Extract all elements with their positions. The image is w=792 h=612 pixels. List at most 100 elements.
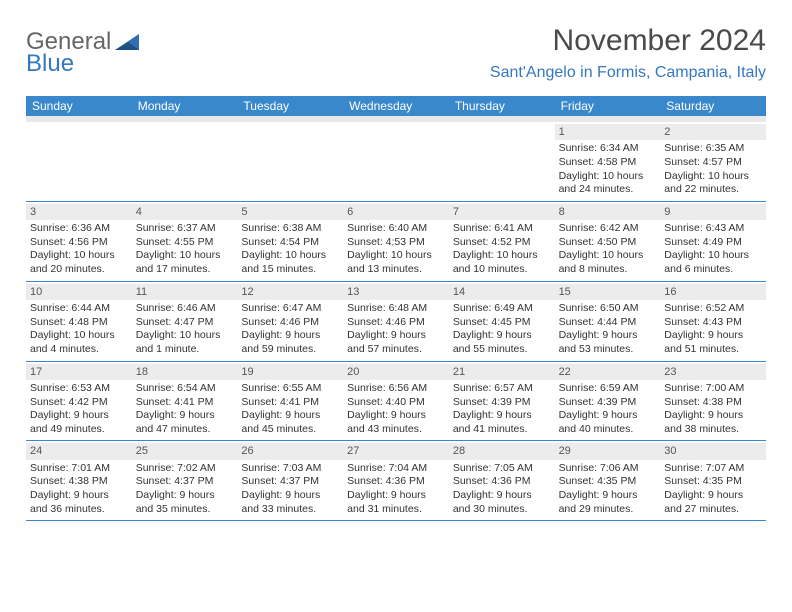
daylight-line: Daylight: 10 hours and 8 minutes.	[559, 249, 657, 276]
sunrise-line: Sunrise: 6:35 AM	[664, 142, 762, 156]
sunrise-line: Sunrise: 7:01 AM	[30, 462, 128, 476]
day-details: Sunrise: 6:42 AMSunset: 4:50 PMDaylight:…	[559, 222, 657, 277]
sunrise-line: Sunrise: 7:07 AM	[664, 462, 762, 476]
sunrise-line: Sunrise: 6:55 AM	[241, 382, 339, 396]
day-cell: 23Sunrise: 7:00 AMSunset: 4:38 PMDayligh…	[660, 362, 766, 441]
sunrise-line: Sunrise: 6:57 AM	[453, 382, 551, 396]
daylight-line: Daylight: 10 hours and 17 minutes.	[136, 249, 234, 276]
logo-word-2: Blue	[26, 52, 111, 76]
day-details: Sunrise: 6:38 AMSunset: 4:54 PMDaylight:…	[241, 222, 339, 277]
weekday-header: Saturday	[660, 96, 766, 116]
day-number: 24	[26, 443, 132, 459]
sunset-line: Sunset: 4:41 PM	[241, 396, 339, 410]
day-number: 15	[555, 284, 661, 300]
sunrise-line: Sunrise: 6:53 AM	[30, 382, 128, 396]
sunset-line: Sunset: 4:43 PM	[664, 316, 762, 330]
sunset-line: Sunset: 4:41 PM	[136, 396, 234, 410]
daylight-line: Daylight: 10 hours and 24 minutes.	[559, 170, 657, 197]
day-details: Sunrise: 6:44 AMSunset: 4:48 PMDaylight:…	[30, 302, 128, 357]
day-details: Sunrise: 6:34 AMSunset: 4:58 PMDaylight:…	[559, 142, 657, 197]
day-cell: 3Sunrise: 6:36 AMSunset: 4:56 PMDaylight…	[26, 202, 132, 281]
day-details: Sunrise: 6:57 AMSunset: 4:39 PMDaylight:…	[453, 382, 551, 437]
day-details: Sunrise: 6:56 AMSunset: 4:40 PMDaylight:…	[347, 382, 445, 437]
weekday-header: Thursday	[449, 96, 555, 116]
day-number: 22	[555, 364, 661, 380]
day-cell: 7Sunrise: 6:41 AMSunset: 4:52 PMDaylight…	[449, 202, 555, 281]
day-cell: 5Sunrise: 6:38 AMSunset: 4:54 PMDaylight…	[237, 202, 343, 281]
sunset-line: Sunset: 4:37 PM	[241, 475, 339, 489]
week-row: 1 Sunrise: 6:34 AMSunset: 4:58 PMDaylight…	[26, 122, 766, 202]
week-row: 24 Sunrise: 7:01 AMSunset: 4:38 PMDayligh…	[26, 441, 766, 521]
sunrise-line: Sunrise: 6:44 AM	[30, 302, 128, 316]
week-row: 10 Sunrise: 6:44 AMSunset: 4:48 PMDayligh…	[26, 282, 766, 362]
day-details: Sunrise: 6:46 AMSunset: 4:47 PMDaylight:…	[136, 302, 234, 357]
day-number: 14	[449, 284, 555, 300]
calendar-page: General Blue November 2024 Sant'Angelo i…	[0, 0, 792, 533]
day-details: Sunrise: 7:02 AMSunset: 4:37 PMDaylight:…	[136, 462, 234, 517]
day-cell: 1 Sunrise: 6:34 AMSunset: 4:58 PMDaylight…	[555, 122, 661, 201]
day-number: 13	[343, 284, 449, 300]
day-number: 3	[26, 204, 132, 220]
daylight-line: Daylight: 9 hours and 27 minutes.	[664, 489, 762, 516]
sunrise-line: Sunrise: 6:52 AM	[664, 302, 762, 316]
sunrise-line: Sunrise: 7:03 AM	[241, 462, 339, 476]
day-cell: 27Sunrise: 7:04 AMSunset: 4:36 PMDayligh…	[343, 441, 449, 520]
day-number: 6	[343, 204, 449, 220]
sunset-line: Sunset: 4:56 PM	[30, 236, 128, 250]
day-cell: 29Sunrise: 7:06 AMSunset: 4:35 PMDayligh…	[555, 441, 661, 520]
calendar-grid: SundayMondayTuesdayWednesdayThursdayFrid…	[26, 96, 766, 521]
sunset-line: Sunset: 4:35 PM	[664, 475, 762, 489]
day-cell: 13 Sunrise: 6:48 AMSunset: 4:46 PMDayligh…	[343, 282, 449, 361]
day-details: Sunrise: 6:43 AMSunset: 4:49 PMDaylight:…	[664, 222, 762, 277]
day-cell: 11Sunrise: 6:46 AMSunset: 4:47 PMDayligh…	[132, 282, 238, 361]
day-details: Sunrise: 7:04 AMSunset: 4:36 PMDaylight:…	[347, 462, 445, 517]
weekday-header: Tuesday	[237, 96, 343, 116]
day-number: 8	[555, 204, 661, 220]
day-number: 25	[132, 443, 238, 459]
sunset-line: Sunset: 4:46 PM	[347, 316, 445, 330]
daylight-line: Daylight: 9 hours and 38 minutes.	[664, 409, 762, 436]
sunrise-line: Sunrise: 6:41 AM	[453, 222, 551, 236]
day-number: 28	[449, 443, 555, 459]
day-number: 2	[660, 124, 766, 140]
day-number: 10	[26, 284, 132, 300]
day-details: Sunrise: 7:05 AMSunset: 4:36 PMDaylight:…	[453, 462, 551, 517]
day-number: 26	[237, 443, 343, 459]
daylight-line: Daylight: 9 hours and 55 minutes.	[453, 329, 551, 356]
day-number: 16	[660, 284, 766, 300]
sunrise-line: Sunrise: 6:40 AM	[347, 222, 445, 236]
weekday-header: Sunday	[26, 96, 132, 116]
day-cell: 22 Sunrise: 6:59 AMSunset: 4:39 PMDayligh…	[555, 362, 661, 441]
daylight-line: Daylight: 9 hours and 57 minutes.	[347, 329, 445, 356]
sunset-line: Sunset: 4:45 PM	[453, 316, 551, 330]
empty-cell	[132, 122, 238, 201]
sunrise-line: Sunrise: 6:48 AM	[347, 302, 445, 316]
daylight-line: Daylight: 10 hours and 15 minutes.	[241, 249, 339, 276]
day-number: 29	[555, 443, 661, 459]
day-number: 1	[555, 124, 661, 140]
weekday-header: Friday	[555, 96, 661, 116]
sunset-line: Sunset: 4:36 PM	[347, 475, 445, 489]
day-details: Sunrise: 7:00 AMSunset: 4:38 PMDaylight:…	[664, 382, 762, 437]
day-details: Sunrise: 6:59 AMSunset: 4:39 PMDaylight:…	[559, 382, 657, 437]
logo-text: General Blue	[26, 30, 111, 76]
day-cell: 15Sunrise: 6:50 AMSunset: 4:44 PMDayligh…	[555, 282, 661, 361]
day-cell: 25 Sunrise: 7:02 AMSunset: 4:37 PMDayligh…	[132, 441, 238, 520]
sunset-line: Sunset: 4:39 PM	[559, 396, 657, 410]
day-details: Sunrise: 7:01 AMSunset: 4:38 PMDaylight:…	[30, 462, 128, 517]
title-block: November 2024 Sant'Angelo in Formis, Cam…	[490, 24, 766, 82]
day-number: 21	[449, 364, 555, 380]
sunrise-line: Sunrise: 6:47 AM	[241, 302, 339, 316]
weekday-header: Monday	[132, 96, 238, 116]
day-details: Sunrise: 6:40 AMSunset: 4:53 PMDaylight:…	[347, 222, 445, 277]
day-details: Sunrise: 7:03 AMSunset: 4:37 PMDaylight:…	[241, 462, 339, 517]
day-details: Sunrise: 7:07 AMSunset: 4:35 PMDaylight:…	[664, 462, 762, 517]
sunset-line: Sunset: 4:44 PM	[559, 316, 657, 330]
day-details: Sunrise: 6:53 AMSunset: 4:42 PMDaylight:…	[30, 382, 128, 437]
week-row: 17Sunrise: 6:53 AMSunset: 4:42 PMDayligh…	[26, 362, 766, 442]
sunrise-line: Sunrise: 7:00 AM	[664, 382, 762, 396]
weekday-header: Wednesday	[343, 96, 449, 116]
logo-triangle-icon	[115, 32, 141, 52]
daylight-line: Daylight: 10 hours and 20 minutes.	[30, 249, 128, 276]
daylight-line: Daylight: 9 hours and 29 minutes.	[559, 489, 657, 516]
